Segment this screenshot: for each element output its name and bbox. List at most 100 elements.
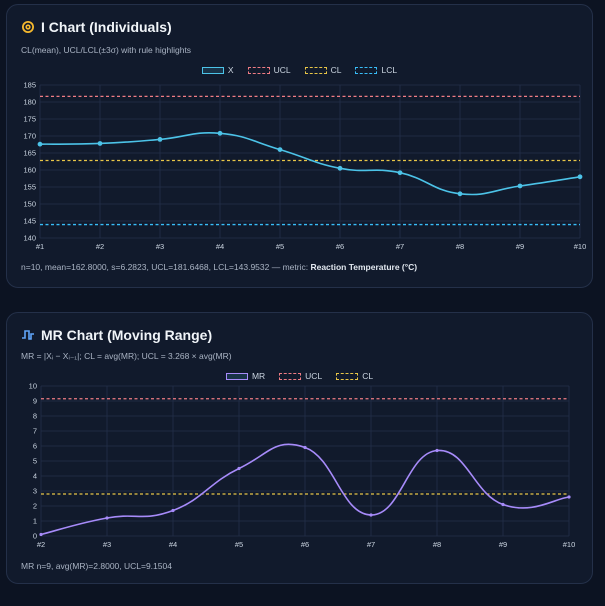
legend-swatch bbox=[336, 372, 359, 380]
i-chart-legend: X UCL CL LCL bbox=[7, 65, 592, 75]
y-tick-label: 1 bbox=[33, 517, 37, 526]
i-chart-plot: 140 145 150 155 160 165 170 175 180 185 #1 #2 #3 #4 #5… bbox=[23, 81, 587, 252]
y-tick-label: 145 bbox=[23, 217, 36, 226]
legend-swatch bbox=[247, 66, 270, 74]
mr-chart-legend: MR UCL CL bbox=[7, 371, 592, 381]
mr-chart-data-point[interactable] bbox=[369, 513, 373, 517]
x-tick-label: #1 bbox=[36, 242, 44, 251]
y-tick-label: 155 bbox=[23, 183, 36, 192]
y-tick-label: 7 bbox=[33, 427, 37, 436]
mr-chart-series-line bbox=[40, 443, 570, 536]
mr-chart-footer: MR n=9, avg(MR)=2.8000, UCL=9.1504 bbox=[21, 561, 172, 571]
x-tick-label: #10 bbox=[563, 540, 576, 549]
y-tick-label: 10 bbox=[29, 382, 37, 391]
x-tick-label: #8 bbox=[456, 242, 464, 251]
x-tick-label: #3 bbox=[156, 242, 164, 251]
i-chart-data-point[interactable] bbox=[217, 130, 223, 136]
mr-chart-data-point[interactable] bbox=[303, 445, 307, 450]
i-chart-data-point[interactable] bbox=[457, 191, 463, 197]
mr-chart-subtitle: MR = |Xᵢ − Xᵢ₋₁|; CL = avg(MR); UCL = 3.… bbox=[21, 351, 232, 361]
mr-chart-data-point[interactable] bbox=[501, 502, 505, 507]
mr-chart-plot: 0 1 2 3 4 5 6 7 8 9 10 #2 #3 #4 #5 #6 #7 #8 #9 #10 bbox=[29, 382, 576, 550]
x-tick-label: #10 bbox=[574, 242, 587, 251]
y-tick-label: 185 bbox=[23, 81, 36, 90]
x-tick-label: #9 bbox=[516, 242, 524, 251]
y-tick-label: 175 bbox=[23, 115, 36, 124]
legend-swatch bbox=[279, 372, 302, 380]
x-tick-label: #4 bbox=[169, 540, 177, 549]
mr-chart-title: MR Chart (Moving Range) bbox=[21, 327, 212, 343]
i-chart-data-point[interactable] bbox=[577, 174, 583, 180]
y-tick-label: 180 bbox=[23, 98, 36, 107]
i-chart-footer-metric: Reaction Temperature (°C) bbox=[310, 262, 418, 272]
mr-chart-data-point[interactable] bbox=[105, 516, 109, 520]
step-signal-icon bbox=[22, 330, 34, 340]
mr-chart-card: MR Chart (Moving Range) MR = |Xᵢ − Xᵢ₋₁|… bbox=[6, 312, 593, 584]
legend-label: CL bbox=[330, 65, 342, 75]
legend-label: MR bbox=[251, 371, 266, 381]
mr-chart-data-point[interactable] bbox=[39, 532, 43, 537]
i-chart-title: I Chart (Individuals) bbox=[21, 19, 172, 35]
i-chart-footer: n=10, mean=162.8000, s=6.2823, UCL=181.6… bbox=[21, 262, 417, 272]
y-tick-label: 2 bbox=[33, 502, 37, 511]
i-chart-card: I Chart (Individuals) CL(mean), UCL/LCL(… bbox=[6, 4, 593, 288]
x-tick-label: #4 bbox=[216, 242, 224, 251]
i-chart-title-text: I Chart (Individuals) bbox=[41, 19, 172, 35]
x-tick-label: #9 bbox=[499, 540, 507, 549]
legend-swatch bbox=[304, 66, 327, 74]
y-tick-label: 4 bbox=[33, 472, 37, 481]
mr-chart-data-point[interactable] bbox=[237, 466, 241, 471]
y-tick-label: 6 bbox=[33, 442, 37, 451]
i-chart-series-line bbox=[39, 131, 581, 196]
y-tick-label: 140 bbox=[23, 234, 36, 243]
x-tick-label: #3 bbox=[103, 540, 111, 549]
y-tick-label: 5 bbox=[33, 457, 37, 466]
legend-swatch bbox=[225, 372, 248, 380]
y-tick-label: 165 bbox=[23, 149, 36, 158]
legend-label: LCL bbox=[381, 65, 398, 75]
legend-label: X bbox=[227, 65, 234, 75]
x-tick-label: #6 bbox=[301, 540, 309, 549]
i-chart-legend-ucl[interactable]: UCL bbox=[247, 65, 291, 75]
i-chart-data-point[interactable] bbox=[97, 141, 103, 146]
mr-chart-title-text: MR Chart (Moving Range) bbox=[41, 327, 213, 343]
x-tick-label: #5 bbox=[276, 242, 284, 251]
legend-swatch bbox=[355, 66, 378, 74]
y-tick-label: 170 bbox=[23, 132, 36, 141]
i-chart-data-point[interactable] bbox=[157, 137, 163, 142]
legend-label: UCL bbox=[273, 65, 291, 75]
x-tick-label: #8 bbox=[433, 540, 441, 549]
mr-chart-data-point[interactable] bbox=[171, 508, 175, 513]
x-tick-label: #2 bbox=[96, 242, 104, 251]
x-tick-label: #7 bbox=[396, 242, 404, 251]
target-icon bbox=[22, 21, 34, 33]
x-tick-label: #6 bbox=[336, 242, 344, 251]
i-chart-footer-stats: n=10, mean=162.8000, s=6.2823, UCL=181.6… bbox=[21, 262, 311, 272]
mr-chart-legend-ucl[interactable]: UCL bbox=[279, 371, 322, 381]
x-tick-label: #5 bbox=[235, 540, 243, 549]
mr-chart-legend-mr[interactable]: MR bbox=[225, 371, 266, 381]
i-chart-data-point[interactable] bbox=[397, 170, 403, 176]
legend-label: CL bbox=[362, 371, 374, 381]
x-tick-label: #2 bbox=[37, 540, 45, 549]
i-chart-legend-cl[interactable]: CL bbox=[304, 65, 342, 75]
i-chart-subtitle: CL(mean), UCL/LCL(±3σ) with rule highlig… bbox=[21, 45, 192, 55]
y-tick-label: 160 bbox=[23, 166, 36, 175]
mr-chart-legend-cl[interactable]: CL bbox=[336, 371, 373, 381]
y-tick-label: 9 bbox=[33, 397, 37, 406]
i-chart-legend-lcl[interactable]: LCL bbox=[355, 65, 397, 75]
y-tick-label: 150 bbox=[23, 200, 36, 209]
i-chart-data-point[interactable] bbox=[337, 165, 343, 171]
x-tick-label: #7 bbox=[367, 540, 375, 549]
mr-chart-data-point[interactable] bbox=[567, 495, 571, 499]
legend-swatch bbox=[201, 66, 224, 74]
legend-label: UCL bbox=[305, 371, 323, 381]
y-tick-label: 3 bbox=[33, 487, 37, 496]
i-chart-data-point[interactable] bbox=[37, 141, 43, 147]
i-chart-data-point[interactable] bbox=[517, 183, 523, 189]
y-tick-label: 8 bbox=[33, 412, 37, 421]
y-tick-label: 0 bbox=[33, 532, 37, 541]
i-chart-data-point[interactable] bbox=[277, 147, 283, 152]
i-chart-legend-x[interactable]: X bbox=[201, 65, 234, 75]
mr-chart-data-point[interactable] bbox=[435, 448, 439, 453]
